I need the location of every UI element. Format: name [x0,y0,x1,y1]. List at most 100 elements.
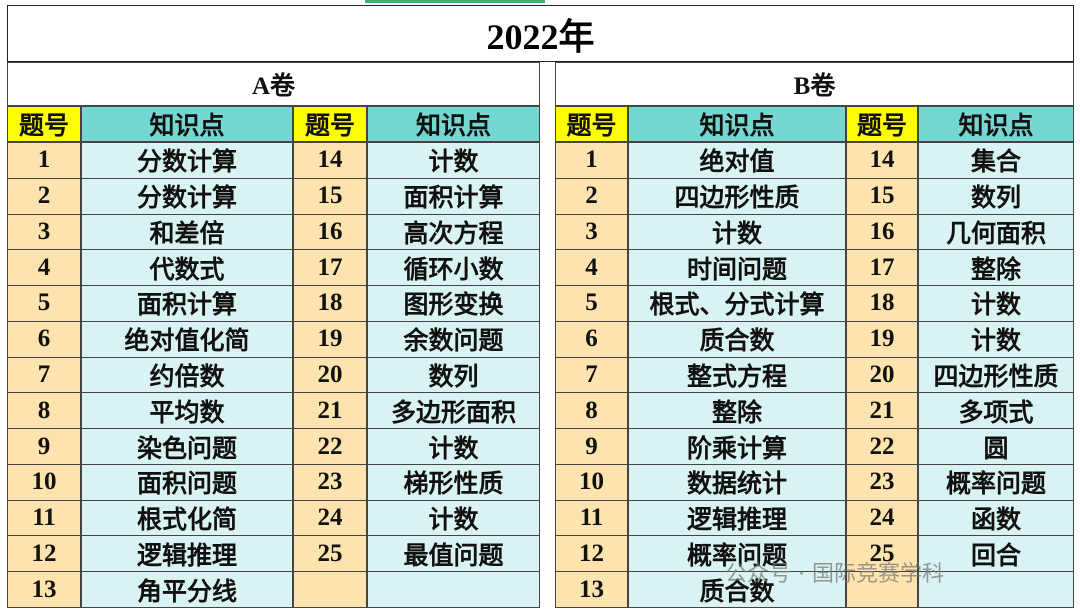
topic: 数据统计 [628,463,846,501]
topic: 概率问题 [628,535,846,573]
question-no: 9 [7,428,81,465]
question-no: 8 [555,392,628,430]
question-no: 21 [293,392,367,430]
question-no: 4 [555,249,628,287]
topic: 面积问题 [81,463,293,501]
question-no: 7 [7,356,81,394]
topic [367,571,540,608]
topic: 绝对值化简 [81,320,293,358]
topic: 阶乘计算 [628,428,846,465]
topic: 四边形性质 [918,356,1074,394]
question-no: 18 [293,285,367,322]
col-header-no: 题号 [7,106,81,142]
question-no: 15 [293,177,367,215]
topic: 逻辑推理 [628,499,846,537]
question-no: 19 [293,320,367,358]
topic: 计数 [367,428,540,465]
topic: 函数 [918,499,1074,537]
question-no: 9 [555,428,628,465]
question-no: 23 [293,463,367,501]
question-no: 2 [7,177,81,215]
col-header-topic: 知识点 [367,106,540,142]
paper-header: A卷 [7,62,540,106]
selection-line [365,0,545,3]
question-no: 6 [555,320,628,358]
col-header-no: 题号 [293,106,367,142]
topic: 回合 [918,535,1074,573]
question-no: 1 [555,142,628,179]
question-no: 21 [846,392,918,430]
question-no: 13 [7,571,81,608]
question-no: 8 [7,392,81,430]
question-no [293,571,367,608]
topic: 计数 [628,213,846,251]
col-header-no: 题号 [555,106,628,142]
question-no: 17 [293,249,367,287]
question-no: 14 [293,142,367,179]
question-no: 11 [555,499,628,537]
question-no: 10 [7,463,81,501]
topic: 染色问题 [81,428,293,465]
question-no: 10 [555,463,628,501]
question-no: 6 [7,320,81,358]
topic: 计数 [367,142,540,179]
topic: 质合数 [628,571,846,608]
question-no: 2 [555,177,628,215]
question-no: 16 [293,213,367,251]
topic: 数列 [918,177,1074,215]
question-no: 19 [846,320,918,358]
topic: 角平分线 [81,571,293,608]
question-no: 17 [846,249,918,287]
topic: 面积计算 [367,177,540,215]
topic: 质合数 [628,320,846,358]
col-header-topic: 知识点 [628,106,846,142]
topic: 余数问题 [367,320,540,358]
question-no: 22 [846,428,918,465]
topic: 概率问题 [918,463,1074,501]
topic: 约倍数 [81,356,293,394]
topic: 梯形性质 [367,463,540,501]
topic: 分数计算 [81,142,293,179]
question-no: 3 [7,213,81,251]
question-no: 5 [7,285,81,322]
question-no: 7 [555,356,628,394]
topic: 计数 [918,320,1074,358]
topic: 最值问题 [367,535,540,573]
topic: 圆 [918,428,1074,465]
topic: 集合 [918,142,1074,179]
topic: 计数 [367,499,540,537]
topic: 图形变换 [367,285,540,322]
col-header-no: 题号 [846,106,918,142]
topic: 整除 [628,392,846,430]
question-no: 20 [846,356,918,394]
question-no: 24 [293,499,367,537]
topic: 逻辑推理 [81,535,293,573]
paper-header: B卷 [555,62,1074,106]
topic: 面积计算 [81,285,293,322]
question-no: 3 [555,213,628,251]
topic: 高次方程 [367,213,540,251]
topic: 根式化简 [81,499,293,537]
topic [918,571,1074,608]
question-no: 5 [555,285,628,322]
topic: 数列 [367,356,540,394]
question-no: 15 [846,177,918,215]
topic: 多边形面积 [367,392,540,430]
topic: 绝对值 [628,142,846,179]
question-no: 1 [7,142,81,179]
topic: 四边形性质 [628,177,846,215]
question-no: 13 [555,571,628,608]
title: 2022年 [7,5,1074,62]
topic: 多项式 [918,392,1074,430]
question-no: 12 [555,535,628,573]
question-no: 22 [293,428,367,465]
topic: 平均数 [81,392,293,430]
topic: 和差倍 [81,213,293,251]
topic: 时间问题 [628,249,846,287]
question-no: 23 [846,463,918,501]
question-no: 12 [7,535,81,573]
question-no: 11 [7,499,81,537]
col-header-topic: 知识点 [81,106,293,142]
question-no: 25 [293,535,367,573]
